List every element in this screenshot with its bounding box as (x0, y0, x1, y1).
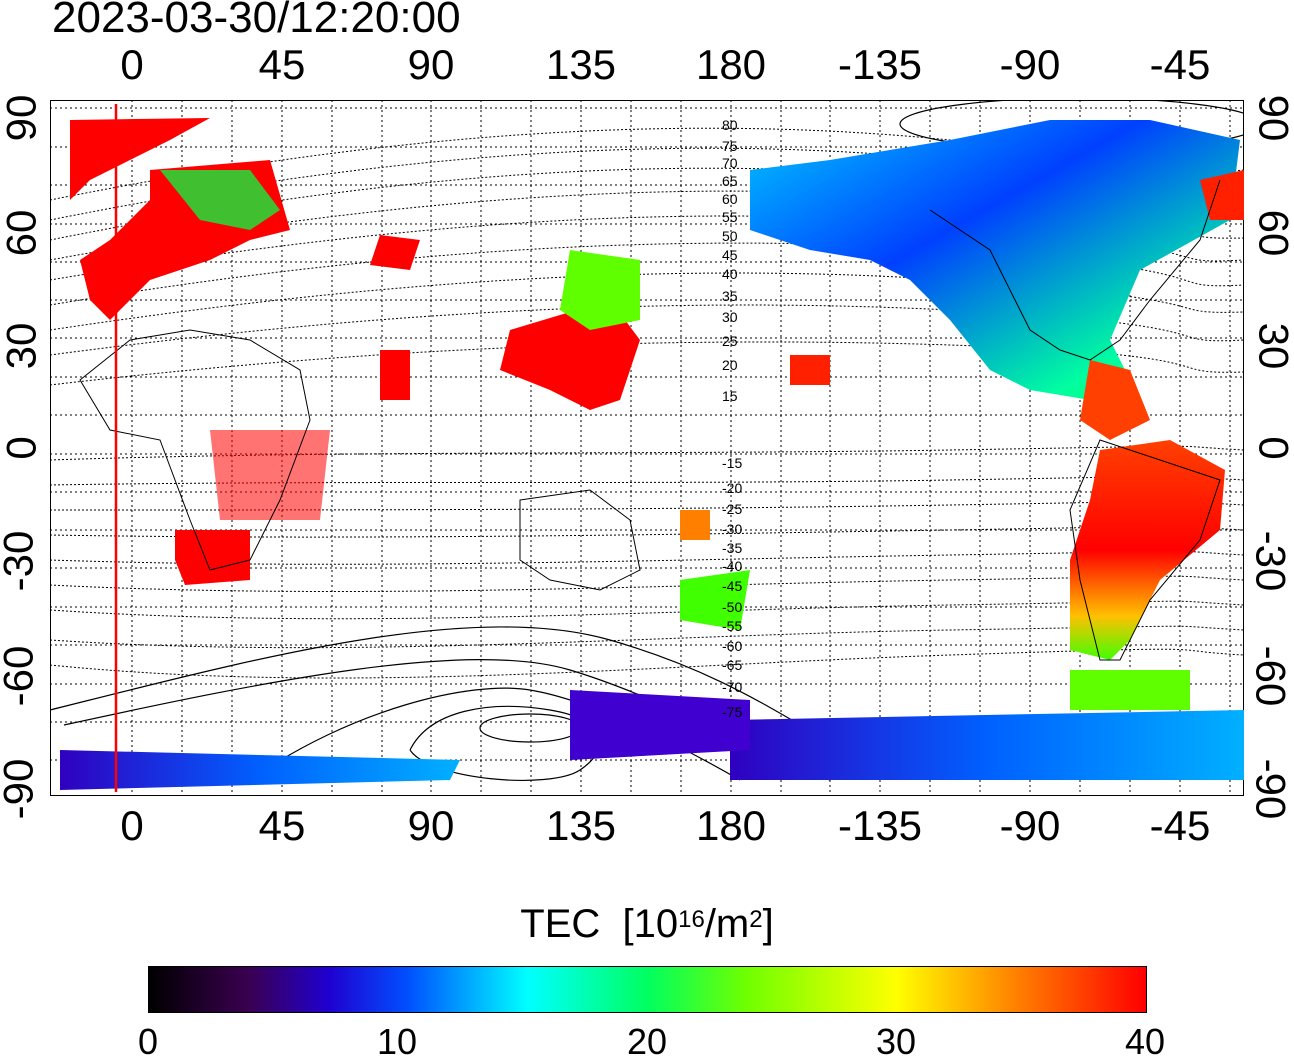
bottom-lon-tick: 180 (695, 802, 767, 849)
contour-label: 65 (722, 173, 738, 189)
colorbar-title: TEC [1016/m2] (0, 902, 1294, 946)
contour-label: 20 (722, 357, 738, 373)
contour-label: 50 (722, 228, 738, 244)
contour-label: -20 (722, 480, 742, 496)
colorbar-tick: 10 (376, 1021, 418, 1062)
colorbar-tick: 0 (137, 1021, 159, 1062)
contour-label: -55 (722, 618, 742, 634)
contour-label: -60 (722, 638, 742, 654)
colorbar-tick: 40 (1124, 1021, 1166, 1062)
left-lat-tick: 90 (0, 94, 45, 142)
top-lon-tick: -135 (837, 41, 923, 88)
left-lat-tick: 30 (0, 322, 45, 370)
contour-label: -15 (722, 455, 742, 471)
contour-label: 35 (722, 288, 738, 304)
contour-label: -70 (722, 679, 742, 695)
top-lon-tick: 135 (545, 41, 617, 88)
top-lon-tick: 45 (258, 41, 306, 88)
colorbar-unit-end: ] (762, 902, 774, 946)
contour-label: -40 (722, 558, 742, 574)
right-lat-tick: 90 (1250, 94, 1294, 142)
right-lat-tick: 30 (1250, 322, 1294, 370)
colorbar (148, 966, 1147, 1013)
right-lat-tick: 60 (1250, 209, 1294, 257)
bottom-lon-tick: -45 (1149, 802, 1211, 849)
colorbar-unit-exp: 16 (678, 906, 705, 933)
left-lat-tick: -60 (0, 645, 42, 707)
contour-label: -75 (722, 704, 742, 720)
map-title: 2023-03-30/12:20:00 (52, 0, 461, 42)
contour-label: 55 (722, 209, 738, 225)
bottom-lon-tick: 90 (407, 802, 455, 849)
bottom-lon-tick: -90 (999, 802, 1061, 849)
contour-label: -35 (722, 540, 742, 556)
top-lon-tick: 90 (407, 41, 455, 88)
coastlines (79, 179, 1221, 661)
colorbar-unit-sq: 2 (749, 906, 763, 933)
contour-label: -50 (722, 599, 742, 615)
colorbar-unit-base: [10 (622, 902, 679, 946)
colorbar-unit-mid: /m (704, 902, 750, 946)
top-lon-tick: 0 (120, 41, 144, 88)
top-lon-tick: -45 (1149, 41, 1211, 88)
left-lat-tick: 0 (0, 436, 45, 460)
right-lat-tick: -30 (1247, 530, 1294, 592)
contour-label: 25 (722, 333, 738, 349)
contour-label-group: 80 75 70 65 60 55 50 45 40 35 30 25 20 1… (722, 117, 742, 720)
top-lon-tick: 180 (695, 41, 767, 88)
left-lat-tick: -90 (0, 758, 42, 820)
contour-label: -65 (722, 657, 742, 673)
contour-label: 60 (722, 191, 738, 207)
contour-label: 45 (722, 247, 738, 263)
contour-label: 70 (722, 155, 738, 171)
right-lat-tick: 0 (1250, 436, 1294, 460)
right-lat-tick: -90 (1247, 758, 1294, 820)
contour-label: 30 (722, 309, 738, 325)
colorbar-tick: 20 (626, 1021, 668, 1062)
colorbar-quantity: TEC (520, 902, 601, 946)
contour-label: 80 (722, 117, 738, 133)
tec-map: 80 75 70 65 60 55 50 45 40 35 30 25 20 1… (50, 100, 1244, 796)
left-lat-tick: 60 (0, 209, 45, 257)
colorbar-tick: 30 (875, 1021, 917, 1062)
contour-label: 40 (722, 266, 738, 282)
bottom-lon-tick: -135 (837, 802, 923, 849)
top-lon-tick: -90 (999, 41, 1061, 88)
contour-label: -45 (722, 578, 742, 594)
bottom-lon-tick: 0 (120, 802, 144, 849)
left-lat-tick: -30 (0, 530, 42, 592)
right-lat-tick: -60 (1247, 645, 1294, 707)
bottom-lon-tick: 135 (545, 802, 617, 849)
contour-label: 75 (722, 138, 738, 154)
contour-label: -25 (722, 501, 742, 517)
bottom-lon-tick: 45 (258, 802, 306, 849)
contour-label: -30 (722, 521, 742, 537)
contour-label: 15 (722, 388, 738, 404)
